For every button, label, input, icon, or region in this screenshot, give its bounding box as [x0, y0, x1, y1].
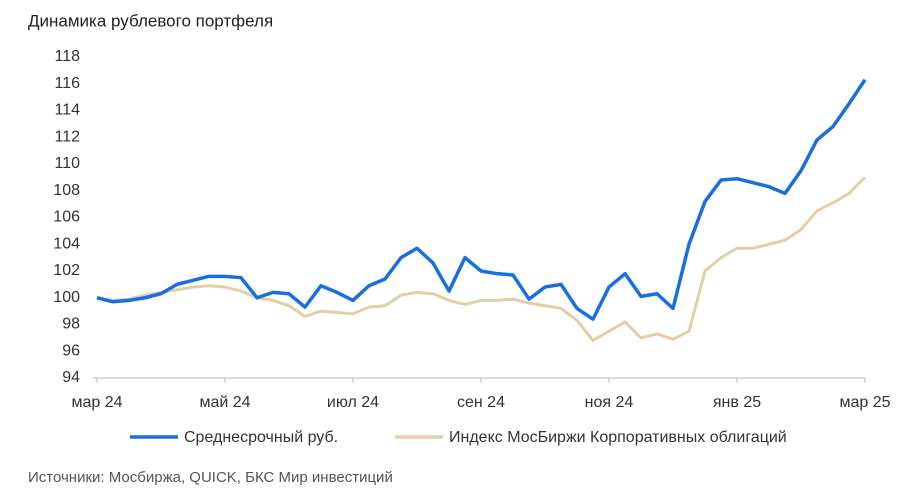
- chart-title: Динамика рублевого портфеля: [28, 11, 273, 30]
- y-tick-label: 96: [62, 342, 80, 359]
- source: Источники: Мосбиржа, QUICK, БКС Мир инве…: [28, 469, 393, 486]
- y-tick-label: 100: [53, 289, 80, 306]
- x-tick-label: ноя 24: [585, 394, 634, 411]
- y-tick-label: 106: [53, 209, 80, 226]
- series-line: [96, 78, 867, 321]
- x-tick-label: июл 24: [327, 394, 379, 411]
- legend-label: Среднесрочный руб.: [184, 429, 338, 446]
- x-tick-label: мар 24: [71, 394, 122, 411]
- y-tick-label: 102: [53, 262, 80, 279]
- x-tick-label: сен 24: [457, 394, 505, 411]
- x-tick-label: янв 25: [713, 394, 761, 411]
- y-tick-label: 94: [62, 369, 80, 386]
- series-line: [96, 176, 867, 343]
- y-tick-label: 118: [54, 48, 80, 65]
- x-tick-label: май 24: [199, 394, 250, 411]
- y-tick-label: 104: [53, 235, 80, 252]
- y-tick-label: 108: [53, 182, 80, 199]
- y-tick-label: 110: [54, 155, 80, 172]
- y-tick-label: 112: [54, 128, 80, 145]
- y-tick-label: 114: [54, 102, 80, 119]
- x-tick-label: мар 25: [839, 394, 890, 411]
- legend-label: Индекс МосБиржи Корпоративных облигаций: [449, 429, 787, 446]
- y-tick-label: 98: [62, 316, 80, 333]
- y-tick-label: 116: [54, 75, 80, 92]
